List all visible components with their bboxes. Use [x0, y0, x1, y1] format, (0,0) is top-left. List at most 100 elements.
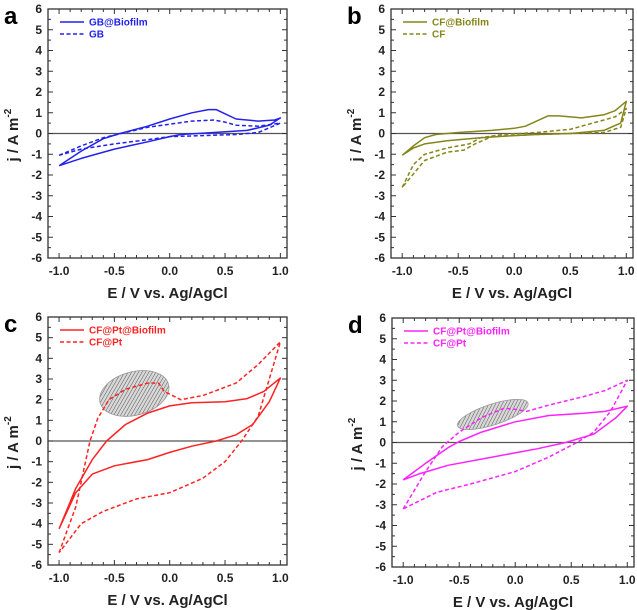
x-tick-label: 0.5 [217, 571, 234, 585]
y-axis-label: j / A m-2 [3, 416, 22, 470]
y-tick-label: -3 [31, 496, 42, 510]
panel-letter: c [4, 311, 17, 338]
y-tick-label: -3 [375, 498, 386, 512]
x-tick-label: 0.0 [507, 573, 524, 587]
highlight-ellipse [457, 398, 529, 430]
y-tick-label: 2 [35, 393, 42, 407]
x-tick-label: -0.5 [104, 264, 125, 278]
y-tick-label: 4 [379, 353, 386, 367]
y-tick-label: -2 [374, 168, 385, 182]
x-tick-label: -1.0 [392, 264, 413, 278]
x-axis-label: E / V vs. Ag/AgCl [107, 285, 227, 302]
legend-entry: GB [89, 30, 104, 41]
panel-letter: a [4, 3, 18, 30]
y-tick-label: -3 [374, 189, 385, 203]
x-tick-label: 0.5 [562, 264, 579, 278]
x-tick-label: 0.0 [161, 264, 178, 278]
legend-entry: CF [432, 30, 445, 41]
x-tick-label: 1.0 [618, 264, 635, 278]
y-tick-label: -1 [375, 456, 386, 470]
y-tick-label: 1 [35, 413, 42, 427]
legend-entry: CF@Pt@Biofilm [433, 327, 510, 338]
y-axis-label-exponent: -2 [3, 416, 14, 425]
y-tick-label: 3 [379, 373, 386, 387]
y-tick-label: 2 [379, 394, 386, 408]
y-tick-label: -1 [31, 455, 42, 469]
y-tick-label: 2 [378, 85, 385, 99]
series-line-cf [401, 107, 628, 188]
y-tick-label: 0 [378, 127, 385, 141]
x-tick-label: -1.0 [393, 573, 414, 587]
y-tick-label: 6 [35, 310, 42, 324]
y-tick-label: 5 [379, 332, 386, 346]
y-tick-label: -1 [31, 147, 42, 161]
y-tick-label: 1 [378, 106, 385, 120]
y-tick-label: 0 [35, 434, 42, 448]
x-axis-label: E / V vs. Ag/AgCl [452, 285, 572, 302]
y-tick-label: -3 [31, 189, 42, 203]
panel-c: -6 -5 -4 -3 -2 -1 0 1 2 3 4 5 6 -1.0 -0.5 0.0 0.5 1.0 E / … [3, 310, 289, 609]
y-axis-label-exponent: -2 [3, 108, 14, 117]
x-tick-label: -1.0 [49, 571, 70, 585]
y-tick-label: 6 [35, 2, 42, 16]
series-line-cf-pt [58, 341, 282, 554]
y-tick-label: 2 [35, 85, 42, 99]
highlight-ellipse [99, 370, 170, 417]
y-tick-label: 6 [379, 311, 386, 325]
y-tick-label: 3 [35, 64, 42, 78]
y-axis-label-text: j / A m [349, 427, 366, 472]
y-tick-label: -5 [31, 537, 42, 551]
legend-entry: CF@Pt@Biofilm [89, 326, 166, 337]
y-axis-label: j / A m-2 [347, 417, 366, 471]
y-axis-label-text: j / A m [5, 425, 22, 470]
x-tick-label: 1.0 [272, 264, 289, 278]
x-tick-label: 1.0 [272, 571, 289, 585]
legend-entry: CF@Biofilm [432, 18, 489, 29]
y-tick-label: -4 [31, 517, 42, 531]
series-line-gb-biofilm [58, 108, 282, 167]
y-axis-label-exponent: -2 [346, 108, 357, 117]
y-tick-label: 1 [379, 415, 386, 429]
y-axis-label-text: j / A m [348, 118, 365, 163]
x-axis-label: E / V vs. Ag/AgCl [453, 594, 573, 610]
y-tick-label: 3 [378, 64, 385, 78]
y-tick-label: -5 [375, 539, 386, 553]
series-line-cf-pt [402, 379, 629, 510]
series-line-cf-pt-biofilm [58, 377, 282, 530]
y-axis-label-text: j / A m [5, 118, 22, 163]
y-tick-label: 4 [35, 351, 42, 365]
legend-entry: CF@Pt [433, 339, 467, 350]
y-tick-label: 3 [35, 372, 42, 386]
y-tick-label: 5 [378, 23, 385, 37]
y-axis-label: j / A m-2 [346, 108, 365, 162]
x-tick-label: -0.5 [449, 573, 470, 587]
y-axis-label-exponent: -2 [347, 417, 358, 426]
series-line-gb [58, 119, 282, 157]
y-tick-label: 5 [35, 331, 42, 345]
x-tick-label: 0.5 [217, 264, 234, 278]
y-tick-label: 6 [378, 2, 385, 16]
y-tick-label: -6 [31, 558, 42, 572]
y-tick-label: 4 [378, 44, 385, 58]
x-tick-label: -1.0 [49, 264, 70, 278]
y-tick-label: -4 [31, 210, 42, 224]
x-tick-label: 0.5 [563, 573, 580, 587]
y-tick-label: -5 [374, 230, 385, 244]
y-tick-label: -5 [31, 230, 42, 244]
y-tick-label: -2 [31, 475, 42, 489]
y-axis-label: j / A m-2 [3, 108, 22, 162]
y-tick-label: -4 [375, 519, 386, 533]
legend-entry: GB@Biofilm [89, 18, 148, 29]
y-tick-label: -2 [375, 477, 386, 491]
y-tick-label: -2 [31, 168, 42, 182]
panel-b: -6 -5 -4 -3 -2 -1 0 1 2 3 4 5 6 -1.0 -0.5 0.0 0.5 1.0 E / … [346, 2, 635, 302]
y-tick-label: 4 [35, 44, 42, 58]
x-tick-label: -0.5 [448, 264, 469, 278]
series-line-cf-biofilm [401, 100, 628, 156]
x-axis-label: E / V vs. Ag/AgCl [107, 592, 227, 609]
y-tick-label: 5 [35, 23, 42, 37]
y-tick-label: 0 [35, 127, 42, 141]
y-tick-label: -6 [374, 251, 385, 265]
panel-a: -6 -5 -4 -3 -2 -1 0 1 2 3 4 5 6 -1.0 -0.5 0.0 0.5 1.0 E / … [3, 2, 289, 302]
